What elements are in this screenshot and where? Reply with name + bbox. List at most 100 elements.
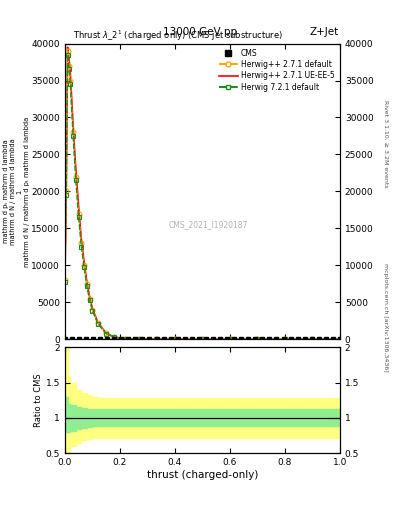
Herwig++ 2.7.1 default (66, 62, 72, 69)
CMS (274, 336, 279, 343)
Herwig++ 2.7.1 default (87, 295, 92, 302)
Herwig++ 2.7.1 UE-EE-5 (82, 259, 86, 265)
CMS (267, 336, 272, 343)
Text: Rivet 3.1.10, ≥ 3.2M events: Rivet 3.1.10, ≥ 3.2M events (383, 99, 388, 187)
CMS (91, 336, 95, 343)
Herwig 7.2.1 default (71, 133, 75, 139)
Herwig++ 2.7.1 UE-EE-5 (76, 203, 81, 209)
CMS (196, 336, 201, 343)
CMS (112, 336, 117, 343)
Herwig 7.2.1 default (65, 52, 70, 58)
Herwig++ 2.7.1 UE-EE-5 (95, 319, 100, 326)
Herwig 7.2.1 default (255, 336, 260, 343)
Line: Herwig++ 2.7.1 default: Herwig++ 2.7.1 default (62, 49, 342, 342)
Herwig++ 2.7.1 default (79, 240, 84, 246)
CMS (232, 336, 237, 343)
Herwig++ 2.7.1 UE-EE-5 (84, 279, 89, 285)
Herwig++ 2.7.1 UE-EE-5 (200, 336, 205, 343)
Herwig 7.2.1 default (153, 336, 158, 343)
CMS (218, 336, 222, 343)
Herwig++ 2.7.1 default (153, 336, 158, 343)
Herwig++ 2.7.1 UE-EE-5 (66, 55, 72, 61)
CMS (331, 336, 335, 343)
Herwig++ 2.7.1 default (84, 281, 89, 287)
CMS (84, 336, 88, 343)
Herwig++ 2.7.1 default (200, 336, 205, 343)
Herwig++ 2.7.1 UE-EE-5 (228, 336, 232, 343)
Herwig++ 2.7.1 default (137, 336, 141, 342)
Herwig 7.2.1 default (64, 192, 69, 198)
CMS (295, 336, 300, 343)
Herwig++ 2.7.1 UE-EE-5 (255, 336, 260, 343)
Herwig 7.2.1 default (310, 336, 315, 343)
Herwig 7.2.1 default (82, 264, 86, 270)
Y-axis label: Ratio to CMS: Ratio to CMS (34, 373, 43, 427)
CMS (281, 336, 286, 343)
Herwig++ 2.7.1 default (228, 336, 232, 343)
Herwig++ 2.7.1 default (112, 334, 117, 340)
CMS (77, 336, 81, 343)
CMS (225, 336, 230, 343)
Herwig++ 2.7.1 UE-EE-5 (112, 334, 117, 340)
Text: mathrm d²N
mathrm d pₜ mathrm d lambda
mathrm d N / mathrm d lambda
1
mathrm d N: mathrm d²N mathrm d pₜ mathrm d lambda m… (0, 116, 29, 267)
Text: Thrust $\lambda\_2^1$ (charged only) (CMS jet substructure): Thrust $\lambda\_2^1$ (charged only) (CM… (73, 29, 283, 44)
Herwig 7.2.1 default (68, 81, 73, 87)
Herwig++ 2.7.1 UE-EE-5 (104, 330, 108, 336)
Herwig++ 2.7.1 UE-EE-5 (65, 44, 70, 50)
Line: CMS: CMS (63, 338, 342, 341)
CMS (70, 336, 74, 343)
CMS (147, 336, 152, 343)
Legend: CMS, Herwig++ 2.7.1 default, Herwig++ 2.7.1 UE-EE-5, Herwig 7.2.1 default: CMS, Herwig++ 2.7.1 default, Herwig++ 2.… (217, 47, 336, 93)
Herwig 7.2.1 default (112, 334, 117, 340)
Herwig++ 2.7.1 UE-EE-5 (123, 335, 128, 342)
Herwig++ 2.7.1 default (310, 336, 315, 343)
CMS (126, 336, 131, 343)
Herwig 7.2.1 default (338, 336, 342, 343)
Herwig 7.2.1 default (87, 297, 92, 303)
Herwig 7.2.1 default (200, 336, 205, 343)
CMS (168, 336, 173, 343)
CMS (323, 336, 328, 343)
Herwig++ 2.7.1 UE-EE-5 (137, 336, 141, 342)
Herwig++ 2.7.1 UE-EE-5 (153, 336, 158, 343)
Line: Herwig++ 2.7.1 UE-EE-5: Herwig++ 2.7.1 UE-EE-5 (65, 47, 340, 339)
Text: mcplots.cern.ch [arXiv:1306.3436]: mcplots.cern.ch [arXiv:1306.3436] (383, 263, 388, 372)
Herwig++ 2.7.1 default (76, 210, 81, 217)
CMS (246, 336, 251, 343)
Herwig 7.2.1 default (66, 67, 72, 73)
Herwig 7.2.1 default (62, 279, 67, 285)
Herwig++ 2.7.1 UE-EE-5 (71, 122, 75, 128)
Herwig++ 2.7.1 UE-EE-5 (79, 237, 84, 243)
CMS (182, 336, 187, 343)
CMS (140, 336, 145, 343)
Herwig 7.2.1 default (137, 336, 141, 342)
CMS (105, 336, 110, 343)
CMS (133, 336, 138, 343)
Herwig 7.2.1 default (73, 177, 78, 183)
CMS (62, 336, 67, 343)
Herwig 7.2.1 default (173, 336, 177, 343)
CMS (119, 336, 124, 343)
Herwig 7.2.1 default (79, 244, 84, 250)
Herwig++ 2.7.1 default (283, 336, 287, 343)
Herwig++ 2.7.1 default (65, 48, 70, 54)
Herwig++ 2.7.1 UE-EE-5 (90, 305, 95, 311)
Herwig++ 2.7.1 UE-EE-5 (338, 336, 342, 343)
CMS (253, 336, 258, 343)
Herwig++ 2.7.1 UE-EE-5 (62, 281, 67, 287)
CMS (161, 336, 166, 343)
Herwig++ 2.7.1 default (62, 277, 67, 283)
Herwig 7.2.1 default (95, 321, 100, 327)
CMS (309, 336, 314, 343)
Herwig++ 2.7.1 default (338, 336, 342, 343)
Text: 13000 GeV pp: 13000 GeV pp (163, 27, 237, 37)
CMS (211, 336, 215, 343)
CMS (316, 336, 321, 343)
Herwig 7.2.1 default (90, 308, 95, 314)
Herwig++ 2.7.1 UE-EE-5 (68, 70, 73, 76)
Herwig++ 2.7.1 default (73, 174, 78, 180)
Herwig 7.2.1 default (228, 336, 232, 343)
Herwig 7.2.1 default (283, 336, 287, 343)
CMS (260, 336, 265, 343)
Text: Z+Jet: Z+Jet (310, 27, 339, 37)
